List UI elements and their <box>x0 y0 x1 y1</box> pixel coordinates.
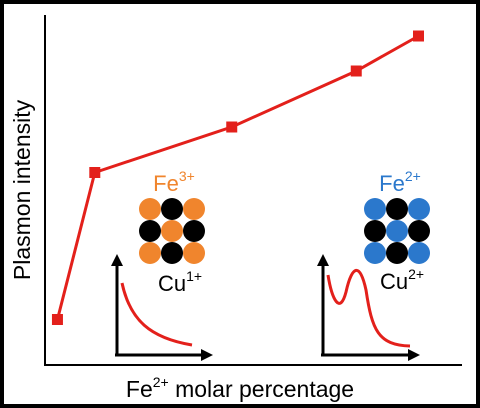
marker <box>226 121 238 133</box>
annotation: Cu2+ <box>380 266 424 294</box>
annotation-sup: 1+ <box>186 268 202 284</box>
annotation: Fe3+ <box>153 168 195 196</box>
x-label-rest: molar percentage <box>169 376 354 402</box>
inset-left <box>111 198 213 361</box>
annotation-sup: 2+ <box>405 168 421 184</box>
annotation-sup: 3+ <box>179 168 195 184</box>
annotation-base: Cu <box>380 269 408 294</box>
x-label-sup: 2+ <box>153 374 169 390</box>
annotation-base: Fe <box>379 171 405 196</box>
marker <box>413 30 424 42</box>
x-label-base: Fe <box>126 376 153 402</box>
marker <box>89 167 101 178</box>
annotation-base: Cu <box>158 271 186 296</box>
inset-right <box>317 198 430 361</box>
x-axis-label: Fe2+ molar percentage <box>126 374 354 402</box>
annotation: Fe2+ <box>379 168 421 196</box>
y-axis-label: Plasmon intensity <box>9 99 35 280</box>
annotation-base: Fe <box>153 171 179 196</box>
marker <box>51 314 63 325</box>
annotation: Cu1+ <box>158 268 202 296</box>
marker <box>350 65 362 77</box>
annotation-sup: 2+ <box>408 266 424 282</box>
